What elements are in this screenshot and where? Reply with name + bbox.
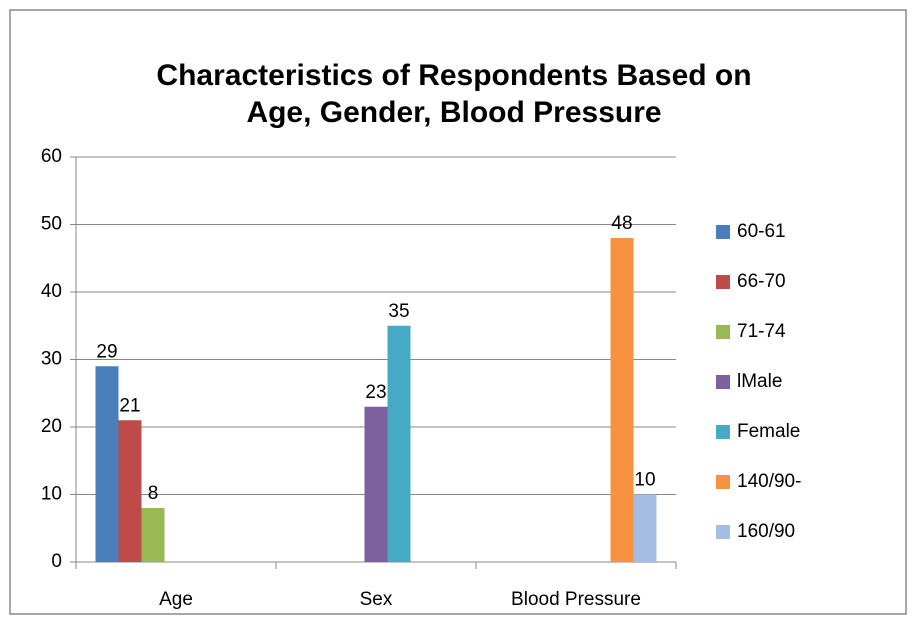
x-tick-label: Sex — [360, 589, 393, 610]
legend-swatch — [716, 525, 730, 539]
bar — [118, 420, 142, 562]
legend-swatch — [716, 475, 730, 489]
y-tick-label: 0 — [51, 551, 62, 572]
y-tick-label: 50 — [41, 214, 62, 235]
data-label: 48 — [611, 213, 632, 234]
legend-label: 71-74 — [737, 321, 786, 342]
bar — [610, 238, 634, 562]
data-label: 29 — [96, 341, 117, 362]
data-label: 21 — [119, 395, 140, 416]
bar — [95, 366, 119, 562]
y-tick-label: 20 — [41, 416, 62, 437]
legend-label: 60-61 — [737, 221, 786, 242]
y-tick-label: 60 — [41, 146, 62, 167]
chart-title: Characteristics of Respondents Based on — [156, 59, 751, 92]
bar — [387, 325, 411, 562]
y-tick-label: 40 — [41, 281, 62, 302]
y-tick-label: 30 — [41, 349, 62, 370]
legend-label: 140/90- — [737, 471, 801, 492]
data-label: 8 — [148, 483, 159, 504]
chart-title: Age, Gender, Blood Pressure — [246, 96, 661, 129]
x-tick-label: Age — [159, 589, 193, 610]
legend-swatch — [716, 425, 730, 439]
data-label: 35 — [388, 301, 409, 322]
legend-label: 66-70 — [737, 271, 786, 292]
legend-swatch — [716, 375, 730, 389]
legend-swatch — [716, 325, 730, 339]
bar — [141, 508, 165, 562]
legend-label: Female — [737, 421, 800, 442]
bar — [364, 406, 388, 562]
data-label: 10 — [634, 470, 655, 491]
legend-label: lMale — [737, 371, 782, 392]
x-tick-label: Blood Pressure — [511, 589, 641, 610]
y-tick-label: 10 — [41, 484, 62, 505]
legend-swatch — [716, 275, 730, 289]
legend-label: 160/90 — [737, 521, 795, 542]
data-label: 23 — [365, 382, 386, 403]
bar — [633, 494, 657, 562]
legend-swatch — [716, 225, 730, 239]
